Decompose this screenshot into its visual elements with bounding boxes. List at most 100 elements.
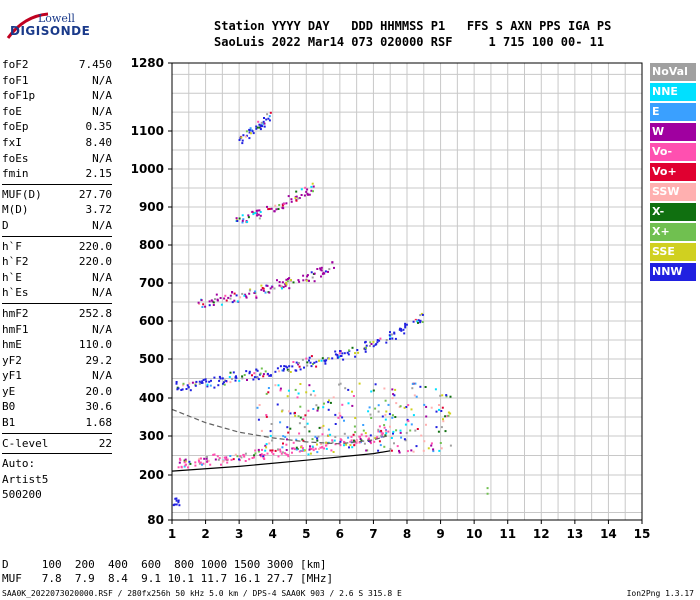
- echo-point: [202, 379, 205, 381]
- param-value: 0.35: [85, 120, 113, 134]
- echo-point: [294, 369, 297, 372]
- echo-point: [283, 203, 286, 206]
- echo-point: [404, 326, 407, 329]
- echo-point: [376, 436, 379, 439]
- echo-point: [284, 436, 287, 438]
- echo-point: [394, 337, 397, 340]
- echo-point: [362, 424, 365, 426]
- echo-point: [331, 261, 334, 264]
- echo-point: [248, 292, 251, 295]
- echo-point: [271, 451, 273, 454]
- echo-point: [258, 123, 261, 126]
- echo-point: [419, 314, 422, 317]
- echo-point: [307, 409, 310, 412]
- echo-point: [311, 182, 314, 185]
- param-row: foEp 0.35: [2, 119, 112, 135]
- echo-point: [327, 401, 330, 404]
- param-row: MUF(D) 27.70: [2, 187, 112, 203]
- echo-point: [241, 142, 244, 145]
- echo-point: [438, 404, 440, 406]
- echo-point: [288, 365, 291, 368]
- echo-point: [317, 435, 320, 438]
- echo-point: [351, 346, 354, 349]
- echo-point: [327, 434, 330, 437]
- echo-point: [177, 501, 180, 504]
- echo-point: [265, 118, 268, 121]
- echo-point: [197, 301, 200, 304]
- echo-point: [391, 388, 394, 391]
- echo-point: [304, 414, 307, 417]
- echo-point: [377, 449, 380, 452]
- echo-point: [288, 287, 291, 290]
- echo-point: [251, 130, 254, 133]
- echo-point: [316, 268, 319, 270]
- echo-point: [198, 462, 201, 465]
- echo-point: [266, 284, 269, 287]
- echo-point: [299, 449, 302, 452]
- echo-point: [306, 361, 309, 364]
- param-value: 3.72: [85, 203, 113, 217]
- echo-point: [365, 346, 367, 349]
- echo-point: [370, 343, 373, 345]
- echo-point: [405, 406, 408, 408]
- echo-point: [337, 416, 340, 419]
- param-value: 29.2: [85, 353, 113, 367]
- echo-point: [277, 455, 280, 458]
- echo-point: [285, 283, 288, 286]
- echo-point: [273, 287, 276, 290]
- echo-point: [438, 449, 441, 452]
- echo-point: [313, 272, 316, 275]
- echo-point: [398, 451, 401, 454]
- echo-point: [175, 381, 178, 383]
- echo-point: [289, 412, 292, 415]
- param-row: M(D) 3.72: [2, 202, 112, 218]
- profile-line-upper: [171, 408, 388, 445]
- echo-point: [290, 198, 293, 201]
- echo-point: [240, 136, 243, 139]
- echo-point: [402, 328, 405, 331]
- echo-point: [425, 415, 428, 418]
- echo-point: [233, 292, 236, 295]
- param-name: h`Es: [2, 286, 29, 300]
- echo-point: [265, 415, 268, 418]
- param-value: 7.450: [78, 58, 112, 71]
- echo-point: [310, 365, 313, 368]
- echo-point: [390, 333, 393, 336]
- echo-point: [419, 319, 422, 322]
- echo-point: [350, 439, 353, 442]
- echo-point: [352, 395, 355, 397]
- echo-point: [320, 359, 323, 362]
- echo-point: [274, 384, 277, 387]
- echo-point: [251, 374, 253, 377]
- echo-point: [249, 132, 252, 135]
- echo-point: [334, 436, 337, 438]
- echo-point: [184, 458, 187, 461]
- echo-point: [406, 418, 409, 421]
- echo-point: [285, 202, 288, 205]
- param-separator: [2, 235, 112, 237]
- echo-point: [311, 438, 314, 441]
- echo-point: [298, 432, 301, 435]
- echo-point: [302, 418, 305, 420]
- echo-point: [430, 444, 433, 447]
- x-tick-label: 11: [499, 527, 516, 541]
- echo-point: [262, 373, 265, 376]
- echo-point: [347, 353, 350, 356]
- echo-point: [343, 352, 346, 355]
- echo-point: [444, 430, 447, 433]
- echo-point: [184, 464, 187, 467]
- echo-point: [310, 355, 313, 358]
- echo-point: [381, 432, 384, 435]
- echo-point: [183, 459, 186, 462]
- echo-point: [195, 380, 198, 383]
- echo-point: [297, 362, 300, 364]
- echo-point: [297, 363, 300, 366]
- y-tick-label: 1280: [131, 56, 164, 70]
- echo-point: [343, 440, 345, 443]
- param-name: B1: [2, 416, 16, 430]
- echo-point: [316, 439, 319, 442]
- echo-point: [302, 449, 305, 451]
- echo-point: [260, 453, 263, 456]
- param-row: D N/A: [2, 218, 112, 234]
- echo-point: [449, 444, 452, 447]
